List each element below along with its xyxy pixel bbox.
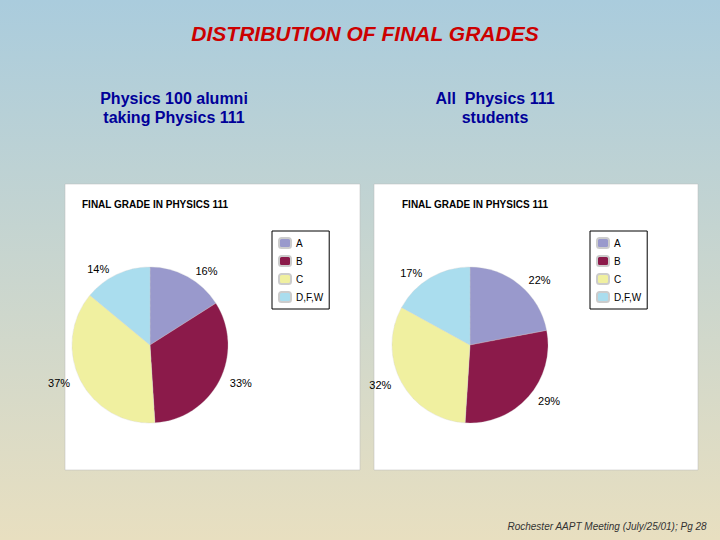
svg-text:Physics 100 alumni: Physics 100 alumni: [100, 90, 248, 107]
svg-text:D,F,W: D,F,W: [296, 292, 324, 303]
svg-text:C: C: [614, 274, 621, 285]
svg-text:D,F,W: D,F,W: [614, 292, 642, 303]
svg-text:17%: 17%: [400, 267, 422, 279]
svg-text:29%: 29%: [538, 395, 560, 407]
svg-text:C: C: [296, 274, 303, 285]
svg-text:DISTRIBUTION OF FINAL GRADES: DISTRIBUTION OF FINAL GRADES: [191, 22, 538, 45]
svg-text:14%: 14%: [87, 263, 109, 275]
svg-text:taking Physics 111: taking Physics 111: [103, 109, 245, 126]
svg-text:A: A: [296, 238, 303, 249]
svg-text:FINAL GRADE IN PHYSICS 111: FINAL GRADE IN PHYSICS 111: [82, 199, 228, 210]
svg-text:All Physics 111: All Physics 111: [435, 90, 554, 107]
svg-text:32%: 32%: [369, 379, 391, 391]
svg-text:37%: 37%: [48, 377, 70, 389]
svg-text:Rochester AAPT Meeting (July/2: Rochester AAPT Meeting (July/25/01); Pg …: [507, 521, 707, 532]
svg-text:33%: 33%: [230, 377, 252, 389]
svg-text:22%: 22%: [529, 274, 551, 286]
svg-text:16%: 16%: [195, 265, 217, 277]
svg-text:A: A: [614, 238, 621, 249]
svg-text:B: B: [296, 256, 303, 267]
svg-text:FINAL GRADE IN PHYSICS 111: FINAL GRADE IN PHYSICS 111: [402, 199, 548, 210]
svg-text:students: students: [462, 109, 529, 126]
svg-text:B: B: [614, 256, 621, 267]
